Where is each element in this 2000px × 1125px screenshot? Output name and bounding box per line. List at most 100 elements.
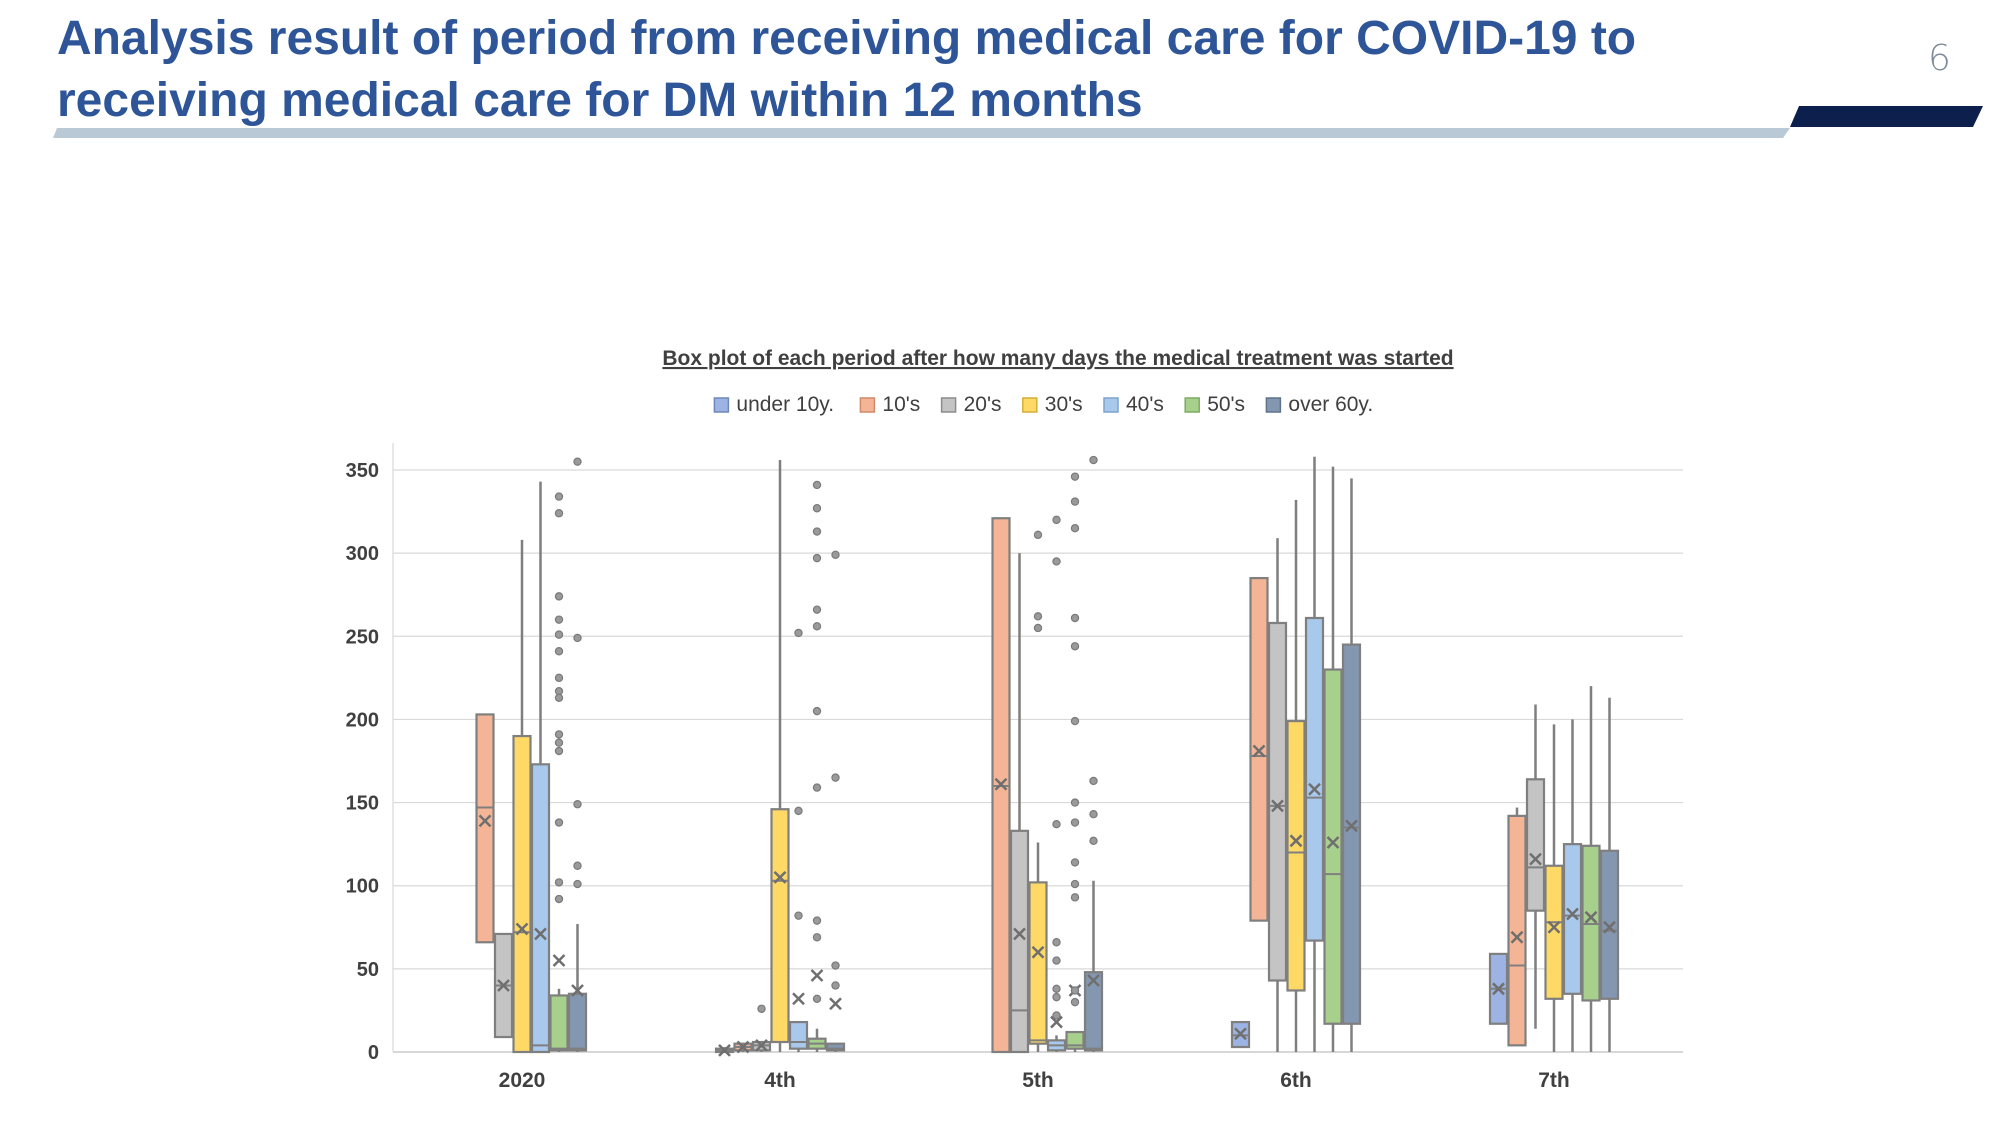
box-2-2 xyxy=(1009,553,1030,1054)
outlier-point-5-1-9 xyxy=(812,933,822,942)
legend-label-5: 50's xyxy=(1207,393,1245,416)
box-body xyxy=(1083,971,1104,1052)
mean-marker xyxy=(1289,834,1303,848)
outlier-point-5-2-2 xyxy=(1070,524,1080,533)
box-6-0 xyxy=(567,923,588,1052)
outlier-point-5-0-11 xyxy=(554,746,564,756)
box-2-1 xyxy=(751,1038,772,1052)
outlier-point-6-1-0 xyxy=(831,550,840,560)
mean-marker xyxy=(1087,974,1100,987)
y-tick-label-250: 250 xyxy=(346,626,379,648)
box-4-4 xyxy=(1562,719,1583,1052)
box-3-1 xyxy=(770,460,790,1052)
mean-marker xyxy=(755,1038,768,1052)
mean-marker xyxy=(497,979,510,992)
legend-swatch-4 xyxy=(1103,397,1119,413)
mean-marker xyxy=(1308,782,1321,796)
outlier-point-5-2-1 xyxy=(1070,497,1080,506)
x-category-label-4: 7th xyxy=(1538,1069,1570,1092)
legend-label-6: over 60y. xyxy=(1288,393,1373,416)
outlier-point-3-2-1 xyxy=(1033,612,1043,621)
box-1-0 xyxy=(475,713,495,944)
outlier-point-6-1-2 xyxy=(831,961,840,970)
outlier-point-5-2-7 xyxy=(1070,818,1080,827)
mean-marker xyxy=(1271,799,1284,813)
outlier-point-5-0-0 xyxy=(554,492,564,501)
box-1-1 xyxy=(733,1040,753,1054)
legend-swatch-0 xyxy=(713,397,730,413)
outlier-point-5-2-0 xyxy=(1070,472,1080,481)
y-tick-label-0: 0 xyxy=(368,1042,379,1064)
box-1-2 xyxy=(991,517,1011,1054)
mean-marker xyxy=(515,922,529,936)
mean-marker xyxy=(571,984,584,997)
box-0-1 xyxy=(714,1043,735,1057)
legend-label-2: 20's xyxy=(964,393,1002,416)
mean-marker xyxy=(994,777,1008,791)
mean-marker xyxy=(478,814,492,828)
slide-title-line-1: Analysis result of period from receiving… xyxy=(57,12,1637,65)
y-tick-label-300: 300 xyxy=(346,543,379,565)
y-tick-label-150: 150 xyxy=(346,793,379,815)
box-3-2 xyxy=(1028,842,1048,1052)
outlier-point-5-0-12 xyxy=(554,818,564,827)
page-number: 6 xyxy=(1928,38,1951,79)
outlier-point-5-0-9 xyxy=(554,730,564,739)
box-body xyxy=(512,734,532,1054)
outlier-point-5-0-14 xyxy=(554,894,564,904)
box-1-3 xyxy=(1249,576,1269,922)
outlier-point-4-2-2 xyxy=(1052,819,1061,829)
mean-marker xyxy=(1345,819,1358,833)
box-6-3 xyxy=(1341,478,1362,1052)
box-4-0 xyxy=(530,481,551,1054)
box-3-3 xyxy=(1286,499,1306,1052)
outlier-point-4-2-1 xyxy=(1052,557,1061,566)
mean-marker xyxy=(718,1043,731,1057)
outlier-point-4-2-4 xyxy=(1052,956,1061,965)
box-5-1 xyxy=(807,969,827,1052)
mean-marker xyxy=(1584,910,1598,924)
outlier-point-5-1-3 xyxy=(812,553,822,563)
mean-marker xyxy=(829,997,842,1011)
mean-marker xyxy=(1031,945,1045,959)
y-tick-label-200: 200 xyxy=(346,709,379,731)
outlier-point-5-1-6 xyxy=(812,706,822,716)
outlier-point-5-0-8 xyxy=(554,693,564,703)
outlier-point-6-0-4 xyxy=(573,879,582,889)
legend-label-1: 10's xyxy=(882,393,920,416)
y-tick-label-100: 100 xyxy=(346,876,379,898)
box-body xyxy=(1341,643,1362,1025)
y-tick-label-50: 50 xyxy=(357,959,379,981)
legend-swatch-5 xyxy=(1184,397,1200,413)
box-body xyxy=(475,713,495,944)
legend-swatch-3 xyxy=(1022,397,1038,413)
outlier-point-6-0-3 xyxy=(573,861,582,870)
box-4-1 xyxy=(788,992,809,1052)
outlier-point-4-1-1 xyxy=(794,806,803,816)
box-body xyxy=(1267,621,1288,982)
box-0-4 xyxy=(1488,952,1509,1025)
outlier-point-5-0-3 xyxy=(554,615,564,624)
slide-title-line-2: receiving medical care for DM within 12 … xyxy=(57,74,1143,127)
box-5-0 xyxy=(549,954,569,1052)
outlier-point-5-0-10 xyxy=(554,738,564,747)
outlier-point-5-0-6 xyxy=(554,673,564,683)
mean-marker xyxy=(1603,920,1616,934)
box-6-4 xyxy=(1599,697,1620,1052)
outlier-point-5-2-6 xyxy=(1070,798,1080,807)
outlier-point-4-2-5 xyxy=(1052,984,1061,994)
outlier-point-6-2-3 xyxy=(1089,836,1098,846)
box-4-2 xyxy=(1046,1015,1067,1052)
outlier-point-5-0-4 xyxy=(554,630,564,639)
mean-marker xyxy=(1529,852,1542,866)
mean-marker xyxy=(792,992,805,1006)
x-category-label-3: 6th xyxy=(1280,1069,1312,1092)
outlier-point-5-0-5 xyxy=(554,647,564,656)
mean-marker xyxy=(552,954,566,967)
box-body xyxy=(1009,829,1030,1054)
outlier-point-5-1-1 xyxy=(812,504,822,513)
legend-label-4: 40's xyxy=(1126,393,1164,416)
box-body xyxy=(530,763,551,1054)
title-underline xyxy=(53,106,1983,138)
